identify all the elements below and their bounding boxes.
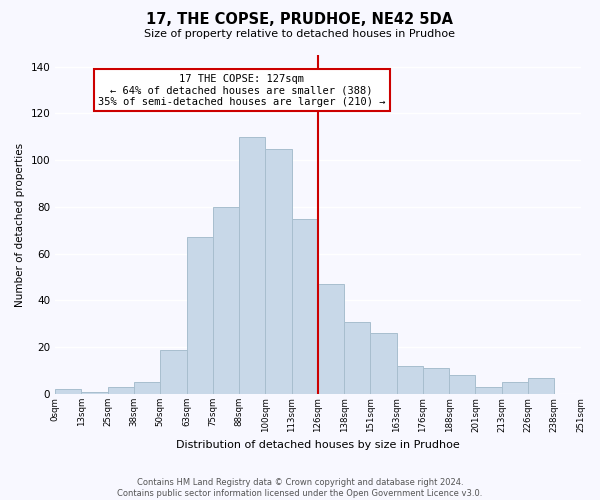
Bar	[108, 387, 134, 394]
Bar	[397, 366, 423, 394]
Bar	[187, 238, 213, 394]
Bar	[239, 137, 265, 394]
Text: 17 THE COPSE: 127sqm
← 64% of detached houses are smaller (388)
35% of semi-deta: 17 THE COPSE: 127sqm ← 64% of detached h…	[98, 74, 385, 107]
Bar	[344, 322, 370, 394]
Bar	[160, 350, 187, 394]
Text: Contains HM Land Registry data © Crown copyright and database right 2024.
Contai: Contains HM Land Registry data © Crown c…	[118, 478, 482, 498]
Text: Size of property relative to detached houses in Prudhoe: Size of property relative to detached ho…	[145, 29, 455, 39]
Bar	[265, 148, 292, 394]
Bar	[55, 390, 82, 394]
Bar	[449, 376, 475, 394]
Y-axis label: Number of detached properties: Number of detached properties	[15, 142, 25, 306]
Bar	[318, 284, 344, 394]
Bar	[213, 207, 239, 394]
X-axis label: Distribution of detached houses by size in Prudhoe: Distribution of detached houses by size …	[176, 440, 460, 450]
Bar	[502, 382, 528, 394]
Bar	[292, 218, 318, 394]
Bar	[423, 368, 449, 394]
Bar	[82, 392, 108, 394]
Bar	[370, 333, 397, 394]
Bar	[528, 378, 554, 394]
Bar	[475, 387, 502, 394]
Text: 17, THE COPSE, PRUDHOE, NE42 5DA: 17, THE COPSE, PRUDHOE, NE42 5DA	[146, 12, 454, 28]
Bar	[134, 382, 160, 394]
